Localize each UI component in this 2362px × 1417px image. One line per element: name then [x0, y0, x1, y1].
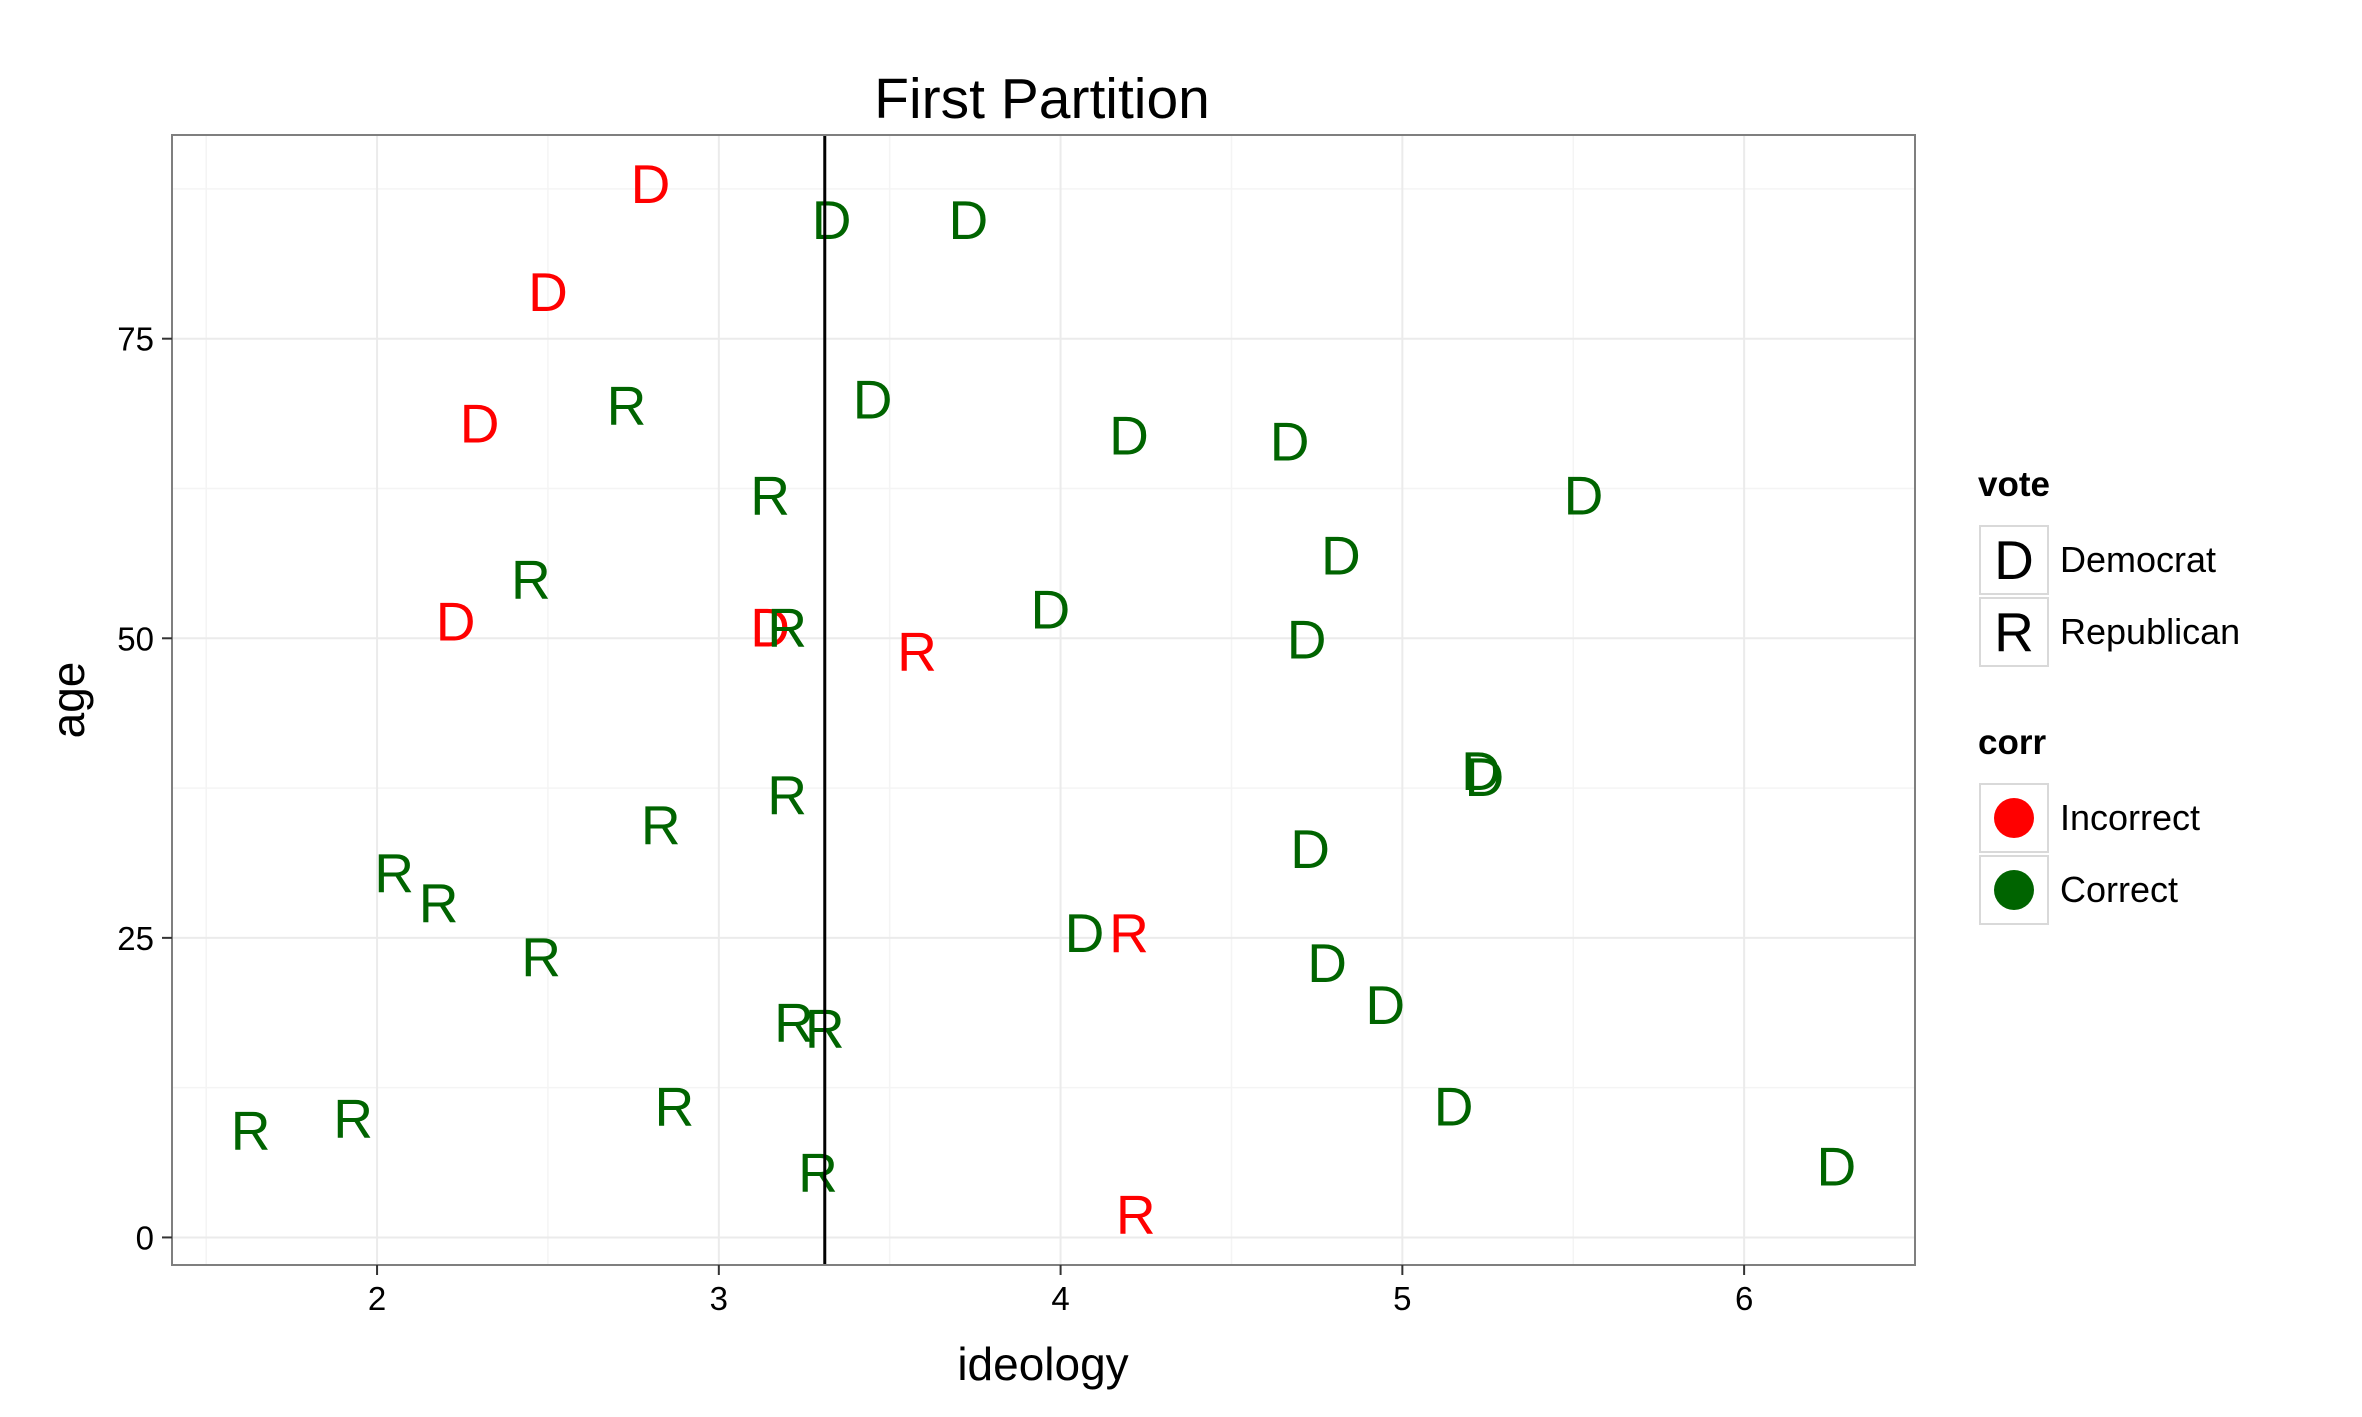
data-point-democrat: D [1434, 1076, 1474, 1138]
data-point-republican: R [419, 872, 459, 934]
legend-entry-label: Correct [2060, 869, 2178, 910]
data-point-democrat: D [1307, 932, 1347, 994]
x-tick-label: 3 [710, 1280, 728, 1317]
y-tick-label: 25 [117, 920, 154, 957]
data-point-republican: R [607, 375, 647, 437]
data-point-democrat: D [1030, 578, 1070, 640]
data-point-republican: R [511, 548, 551, 610]
data-point-democrat: D [1817, 1136, 1857, 1198]
data-point-republican: R [774, 992, 814, 1054]
data-point-republican: R [641, 794, 681, 856]
legend-vote: vote D Democrat R Republican [1977, 465, 2240, 669]
data-point-democrat: D [1290, 818, 1330, 880]
x-axis: 2 3 4 5 6 [368, 1265, 1753, 1317]
legend-entry-label: Democrat [2060, 539, 2216, 580]
data-point-republican: R [655, 1076, 695, 1138]
legend-key-swatch [1994, 870, 2034, 910]
plot-background [172, 135, 1915, 1265]
legend-corr: corr Incorrect Correct [1977, 723, 2200, 927]
data-point-democrat: D [1109, 405, 1149, 467]
data-point-republican: R [231, 1100, 271, 1162]
data-point-democrat: D [1287, 608, 1327, 670]
y-axis: 0 25 50 75 [117, 321, 172, 1256]
data-point-democrat: D [1065, 902, 1105, 964]
legend-key-swatch [1994, 798, 2034, 838]
legend: vote D Democrat R Republican corr Incorrect Cor… [1977, 465, 2240, 927]
data-point-democrat: D [1564, 464, 1604, 526]
y-tick-label: 0 [136, 1219, 154, 1256]
data-point-democrat: D [750, 596, 790, 658]
legend-entry-label: Republican [2060, 611, 2240, 652]
data-point-democrat: D [436, 590, 476, 652]
data-point-democrat: D [853, 369, 893, 431]
data-point-republican: R [767, 596, 807, 658]
x-tick-label: 5 [1393, 1280, 1411, 1317]
grid [172, 135, 1916, 1265]
y-tick-label: 50 [117, 620, 154, 657]
x-axis-title: ideology [957, 1338, 1128, 1390]
data-point-republican: R [374, 842, 414, 904]
legend-entry-label: Incorrect [2060, 797, 2200, 838]
data-point-republican: R [521, 926, 561, 988]
data-point-republican: R [798, 1142, 838, 1204]
x-tick-label: 2 [368, 1280, 386, 1317]
data-point-democrat: D [812, 189, 852, 251]
data-point-republican: R [1116, 1183, 1156, 1245]
y-axis-title: age [42, 662, 94, 739]
data-point-democrat: D [1461, 740, 1501, 802]
data-point-republican: R [1109, 902, 1149, 964]
data-point-democrat: D [1321, 524, 1361, 586]
x-tick-label: 4 [1051, 1280, 1069, 1317]
data-point-democrat: D [528, 261, 568, 323]
y-tick-label: 75 [117, 321, 154, 358]
data-point-republican: R [897, 620, 937, 682]
data-point-democrat: D [1270, 411, 1310, 473]
data-point-democrat: D [460, 393, 500, 455]
x-tick-label: 6 [1735, 1280, 1753, 1317]
data-point-republican: R [750, 464, 790, 526]
data-point-republican: R [333, 1088, 373, 1150]
legend-key-frame [1979, 597, 2049, 667]
legend-title: corr [1978, 723, 2046, 762]
chart-title: First Partition [874, 67, 1210, 131]
legend-key-frame [1979, 525, 2049, 595]
data-point-democrat: D [948, 189, 988, 251]
legend-key-symbol: D [1994, 529, 2034, 591]
legend-title: vote [1978, 465, 2050, 504]
data-point-republican: R [767, 764, 807, 826]
data-point-democrat: D [1365, 974, 1405, 1036]
legend-key-symbol: R [1994, 601, 2034, 663]
data-point-democrat: D [1465, 746, 1505, 808]
plot-border [171, 134, 1916, 1266]
data-point-democrat: D [631, 153, 671, 215]
